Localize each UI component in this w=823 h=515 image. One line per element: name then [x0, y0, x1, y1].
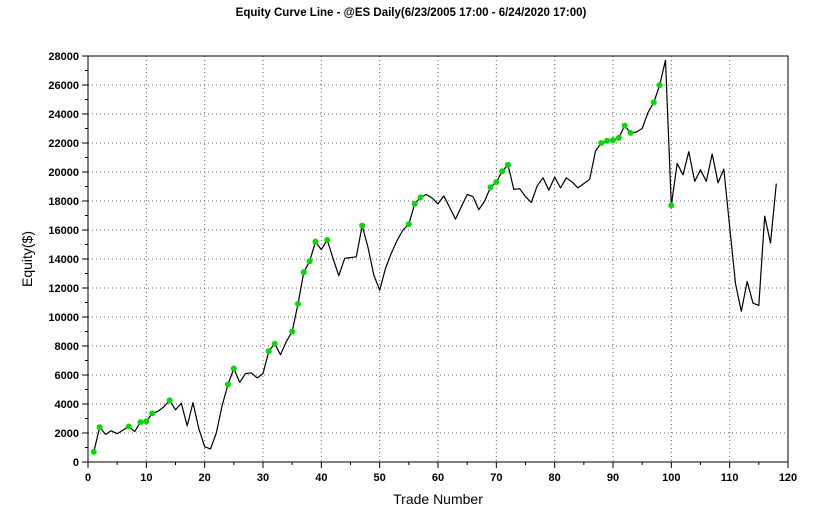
y-tick-label: 16000 [48, 225, 79, 237]
y-tick-label: 0 [73, 457, 79, 469]
trade-marker [405, 221, 412, 228]
y-tick-label: 14000 [48, 254, 79, 266]
equity-line-layer [93, 59, 777, 453]
x-tick-label: 50 [374, 472, 386, 484]
trade-marker [312, 238, 319, 245]
trade-marker [306, 258, 313, 265]
y-tick-label: 12000 [48, 283, 79, 295]
trade-marker [166, 397, 173, 404]
y-tick-label: 8000 [55, 341, 79, 353]
trade-marker [656, 82, 663, 88]
trade-marker [627, 129, 634, 136]
trade-marker [499, 168, 506, 175]
x-tick-label: 80 [549, 472, 561, 484]
x-axis-title: Trade Number [393, 491, 483, 507]
trade-marker [598, 140, 605, 146]
trade-marker [90, 448, 97, 455]
x-tick-label: 70 [490, 472, 502, 484]
y-tick-label: 26000 [48, 80, 79, 92]
trade-marker [324, 237, 331, 243]
trade-marker [604, 137, 611, 144]
trade-marker [487, 184, 494, 191]
y-tick-label: 2000 [55, 428, 79, 440]
y-tick-label: 4000 [55, 399, 79, 411]
x-tick-label: 60 [432, 472, 444, 484]
x-tick-label: 20 [199, 472, 211, 484]
trade-marker [621, 122, 628, 129]
trade-marker [300, 269, 307, 276]
trade-marker [143, 418, 150, 425]
y-tick-label: 24000 [48, 109, 79, 121]
y-tick-label: 20000 [48, 167, 79, 179]
axis-tick-labels: 0 2000 4000 6000 8000 10000 12000 14000 16000 180… [48, 51, 797, 484]
trade-marker [265, 348, 272, 355]
x-tick-label: 110 [721, 472, 739, 484]
trade-marker [359, 222, 366, 229]
trade-marker [505, 161, 511, 168]
trade-marker [271, 340, 278, 347]
x-tick-label: 10 [140, 472, 152, 484]
y-tick-label: 22000 [48, 138, 79, 150]
x-tick-label: 40 [315, 472, 327, 484]
trade-marker-layer [90, 82, 675, 455]
x-tick-label: 100 [662, 472, 680, 484]
x-tick-label: 90 [607, 472, 619, 484]
y-tick-label: 10000 [48, 312, 79, 324]
trade-marker [289, 328, 296, 335]
trade-marker [493, 179, 500, 186]
trade-marker [125, 423, 132, 430]
trade-marker [149, 410, 156, 417]
trade-marker [615, 134, 622, 141]
trade-marker [650, 99, 657, 106]
trade-marker [230, 365, 237, 372]
y-axis-title: Equity($) [19, 231, 35, 287]
y-tick-label: 28000 [48, 51, 79, 63]
plot-border [87, 55, 789, 463]
equity-line [93, 59, 777, 453]
x-tick-label: 0 [85, 472, 91, 484]
x-tick-label: 30 [257, 472, 269, 484]
trade-marker [411, 200, 418, 207]
y-tick-label: 18000 [48, 196, 79, 208]
x-tick-label: 120 [779, 472, 797, 484]
trade-marker [96, 424, 103, 431]
gridlines [88, 56, 788, 462]
y-tick-label: 6000 [55, 370, 79, 382]
trade-marker [417, 194, 424, 201]
axis-ticks [82, 55, 789, 468]
trade-marker [610, 137, 616, 144]
trade-marker [225, 381, 231, 388]
trade-marker [295, 300, 301, 307]
trade-marker [137, 419, 144, 426]
chart-title: Equity Curve Line - @ES Daily(6/23/2005 … [236, 7, 587, 19]
trade-marker [668, 202, 675, 209]
